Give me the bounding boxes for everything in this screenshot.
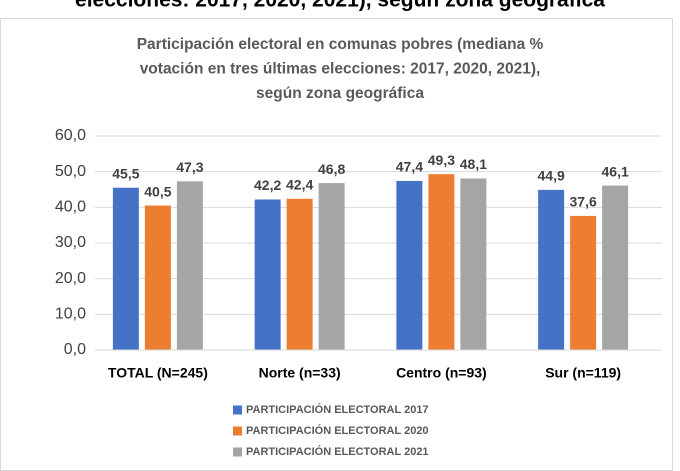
bar <box>176 181 203 350</box>
bar <box>428 174 455 350</box>
data-label: 49,3 <box>428 152 455 168</box>
data-label: 48,1 <box>460 156 487 172</box>
data-label: 44,9 <box>538 168 565 184</box>
bar <box>286 198 313 350</box>
bar <box>570 215 597 350</box>
data-label: 46,8 <box>318 161 345 177</box>
legend-label: PARTICIPACIÓN ELECTORAL 2017 <box>246 403 429 416</box>
x-tick-label: Centro (n=93) <box>396 365 487 381</box>
data-label: 40,5 <box>144 183 171 199</box>
bar <box>538 189 565 350</box>
legend-swatch <box>233 405 242 415</box>
bar <box>396 180 423 350</box>
data-label: 47,4 <box>396 159 423 175</box>
chart-title: votación en tres últimas elecciones: 201… <box>140 61 541 78</box>
bar <box>254 199 281 350</box>
y-tick-label: 60,0 <box>55 127 86 144</box>
y-tick-label: 20,0 <box>55 270 86 287</box>
y-tick-label: 0,0 <box>64 341 86 358</box>
data-label: 47,3 <box>176 159 203 175</box>
data-label: 37,6 <box>570 194 597 210</box>
x-tick-label: Sur (n=119) <box>545 365 621 381</box>
x-tick-label: Norte (n=33) <box>259 365 341 381</box>
bar <box>112 187 139 350</box>
bar <box>460 178 487 350</box>
data-label: 45,5 <box>112 165 139 181</box>
legend-swatch <box>233 426 242 436</box>
y-tick-label: 10,0 <box>55 306 86 323</box>
chart-title: según zona geográfica <box>256 85 424 102</box>
legend-label: PARTICIPACIÓN ELECTORAL 2021 <box>246 445 429 458</box>
bar <box>602 185 629 350</box>
data-label: 42,2 <box>254 177 281 193</box>
legend-label: PARTICIPACIÓN ELECTORAL 2020 <box>246 424 429 437</box>
bar <box>144 205 171 350</box>
x-tick-label: TOTAL (N=245) <box>108 365 208 381</box>
data-label: 42,4 <box>286 176 313 192</box>
y-tick-label: 50,0 <box>55 163 86 180</box>
bar <box>318 183 345 350</box>
chart-title: Participación electoral en comunas pobre… <box>137 36 544 53</box>
y-tick-label: 40,0 <box>55 199 86 216</box>
data-label: 46,1 <box>602 163 629 179</box>
legend-swatch <box>233 447 242 457</box>
y-tick-label: 30,0 <box>55 234 86 251</box>
page-heading: elecciones: 2017, 2020, 2021), según zon… <box>75 0 605 12</box>
